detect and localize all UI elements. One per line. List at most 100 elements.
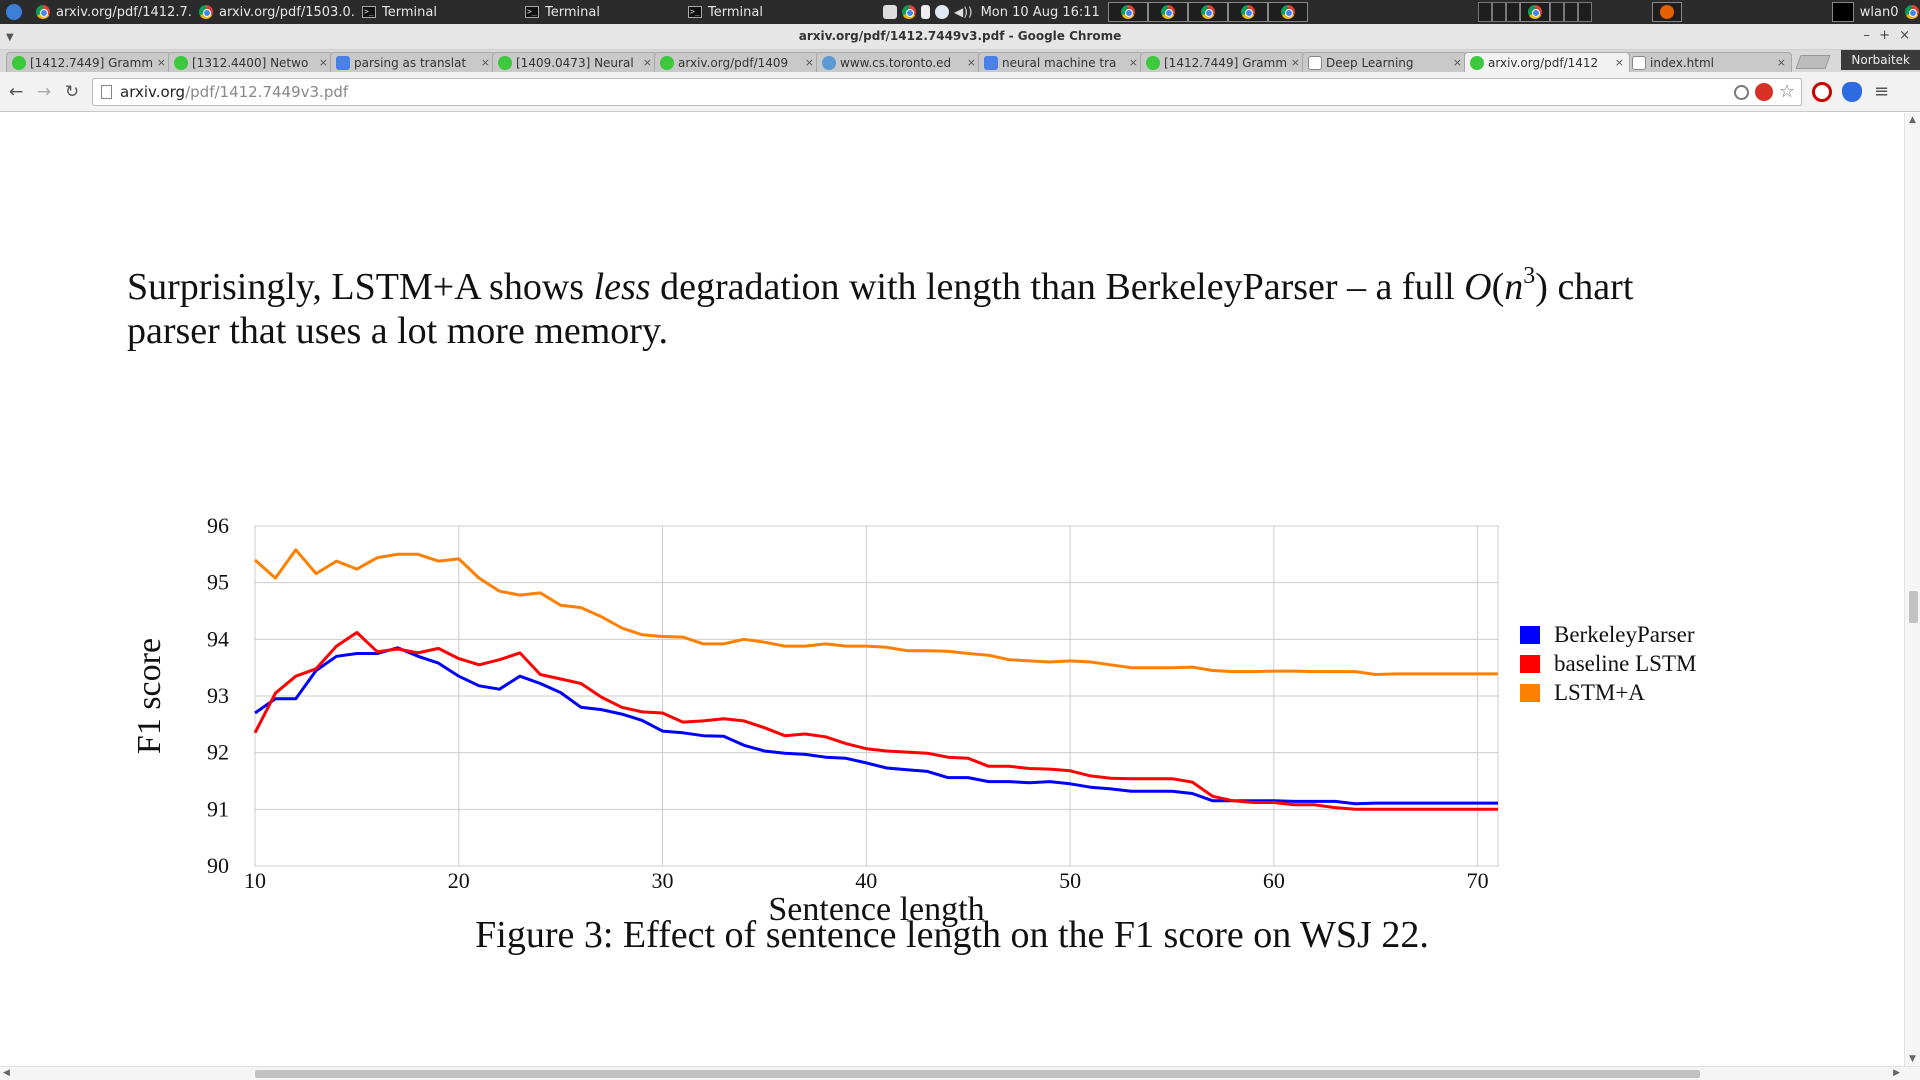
window-switcher-item[interactable] (1147, 2, 1188, 22)
scroll-down-icon[interactable]: ▼ (1909, 1054, 1916, 1064)
arxiv-favicon-icon (498, 55, 512, 70)
tab-close-icon[interactable]: × (804, 56, 814, 69)
chart-axes: 10 20 30 40 50 60 70 90 91 92 93 94 95 96 Sentence len… (131, 513, 1489, 928)
arxiv-favicon-icon (174, 55, 188, 70)
workspace-5[interactable] (1549, 2, 1564, 22)
blank-window-item[interactable] (1831, 2, 1854, 22)
tab-label: [1409.0473] Neural (516, 55, 634, 70)
math-symbol: O (1464, 266, 1492, 308)
window-title-bar[interactable]: ▼ arxiv.org/pdf/1412.7449v3.pdf - Google… (0, 24, 1920, 50)
browser-tab[interactable]: [1312.4400] Netwo × (168, 52, 334, 72)
vertical-scrollbar[interactable]: ▲ ▼ (1904, 113, 1920, 1066)
browser-tab[interactable]: index.html × (1626, 52, 1792, 72)
back-button[interactable]: ← (8, 81, 24, 102)
tab-close-icon[interactable]: × (156, 56, 166, 69)
browser-tab-active[interactable]: arxiv.org/pdf/1412 × (1464, 52, 1630, 72)
google-favicon-icon (336, 55, 350, 70)
scroll-right-icon[interactable]: ▶ (1893, 1068, 1900, 1078)
new-tab-button[interactable] (1795, 55, 1831, 69)
window-switcher-item[interactable] (1187, 2, 1228, 22)
browser-tab[interactable]: Deep Learning × (1302, 52, 1468, 72)
volume-icon[interactable]: ◀)) (954, 5, 973, 19)
taskbar-item-label: Terminal (382, 4, 437, 20)
profile-button[interactable]: Norbaitek (1841, 50, 1920, 70)
browser-tab[interactable]: [1412.7449] Gramm × (6, 52, 172, 72)
workspace-6[interactable] (1563, 2, 1578, 22)
tab-close-icon[interactable]: × (1290, 56, 1300, 69)
forward-button[interactable]: → (36, 81, 52, 102)
y-tick-label: 94 (207, 626, 229, 651)
zoom-icon[interactable] (1733, 84, 1749, 100)
browser-tab[interactable]: neural machine tra × (978, 52, 1144, 72)
close-window-button[interactable]: × (1899, 28, 1910, 43)
minimize-button[interactable]: – (1863, 28, 1871, 43)
scroll-up-icon[interactable]: ▲ (1909, 115, 1916, 125)
chat-icon[interactable] (935, 5, 949, 19)
bookmark-star-icon[interactable]: ☆ (1778, 80, 1795, 102)
body-paragraph: Surprisingly, LSTM+A shows less degradat… (127, 254, 1727, 353)
extension-red-icon[interactable] (1812, 81, 1832, 102)
chrome-icon (1120, 5, 1135, 19)
dropbox-icon[interactable] (883, 5, 897, 19)
tab-close-icon[interactable]: × (1614, 56, 1624, 69)
vertical-scroll-thumb[interactable] (1909, 591, 1918, 623)
browser-tab[interactable]: www.cs.toronto.ed × (816, 52, 982, 72)
tab-close-icon[interactable]: × (1128, 56, 1138, 69)
window-switcher-item[interactable] (1227, 2, 1268, 22)
workspace-7[interactable] (1577, 2, 1592, 22)
pdf-viewport[interactable]: Surprisingly, LSTM+A shows less degradat… (0, 113, 1904, 1066)
y-tick-label: 96 (207, 513, 229, 538)
window-switcher-item[interactable] (1267, 2, 1308, 22)
legend-label: LSTM+A (1554, 680, 1645, 705)
browser-tab[interactable]: [1412.7449] Gramm × (1140, 52, 1306, 72)
chrome-menu-icon[interactable]: ≡ (1874, 81, 1890, 102)
adblock-icon[interactable] (1754, 82, 1773, 101)
horizontal-scrollbar[interactable]: ◀ ▶ (0, 1066, 1920, 1080)
taskbar-item[interactable]: arxiv.org/pdf/1503.0... (191, 0, 354, 24)
horizontal-scroll-thumb[interactable] (255, 1070, 1700, 1078)
extension-heart-icon[interactable] (1842, 81, 1862, 102)
workspace-1[interactable] (1477, 2, 1492, 22)
tab-close-icon[interactable]: × (1452, 56, 1462, 69)
taskbar-item[interactable]: >_ Terminal (354, 0, 517, 24)
taskbar-item[interactable]: >_ Terminal (680, 0, 843, 24)
reload-button[interactable]: ↻ (64, 81, 80, 102)
x-tick-label: 40 (855, 868, 877, 893)
maximize-button[interactable]: + (1879, 28, 1890, 43)
window-menu-icon[interactable]: ▼ (6, 32, 14, 43)
tab-close-icon[interactable]: × (1776, 56, 1786, 69)
terminal-icon: >_ (525, 6, 539, 18)
firefox-launcher[interactable] (1651, 2, 1682, 22)
chrome-icon[interactable] (1904, 5, 1919, 19)
chrome-icon (1200, 5, 1215, 19)
clock[interactable]: Mon 10 Aug 16:11 (980, 4, 1100, 20)
paragraph-text: chart parser that uses a lot more memory… (127, 266, 1634, 352)
workspace-4[interactable] (1519, 2, 1550, 22)
y-tick-label: 91 (207, 796, 229, 821)
browser-tab[interactable]: parsing as translat × (330, 52, 496, 72)
tab-close-icon[interactable]: × (318, 56, 328, 69)
scroll-left-icon[interactable]: ◀ (3, 1068, 10, 1078)
chrome-icon (1280, 5, 1295, 19)
workspace-3[interactable] (1505, 2, 1520, 22)
tab-close-icon[interactable]: × (642, 56, 652, 69)
tab-label: [1412.7449] Gramm (1164, 55, 1287, 70)
address-bar[interactable]: arxiv.org/pdf/1412.7449v3.pdf ☆ (92, 77, 1802, 106)
taskbar-item[interactable]: arxiv.org/pdf/1412.7... (28, 0, 191, 24)
tab-close-icon[interactable]: × (966, 56, 976, 69)
legend-label: baseline LSTM (1554, 651, 1696, 676)
emphasis-text: less (593, 266, 651, 308)
tab-close-icon[interactable]: × (480, 56, 490, 69)
workspace-2[interactable] (1491, 2, 1506, 22)
window-switcher-item[interactable] (1107, 2, 1148, 22)
chrome-icon[interactable] (902, 5, 916, 19)
browser-tab[interactable]: arxiv.org/pdf/1409 × (654, 52, 820, 72)
arxiv-favicon-icon (1146, 55, 1160, 70)
os-menu-button[interactable] (0, 0, 28, 24)
battery-icon[interactable] (921, 5, 930, 19)
browser-tab[interactable]: [1409.0473] Neural × (492, 52, 658, 72)
math-paren: ) (1535, 266, 1548, 308)
network-indicator[interactable]: wlan0 (1859, 4, 1899, 20)
page-icon (101, 84, 112, 99)
taskbar-item[interactable]: >_ Terminal (517, 0, 680, 24)
